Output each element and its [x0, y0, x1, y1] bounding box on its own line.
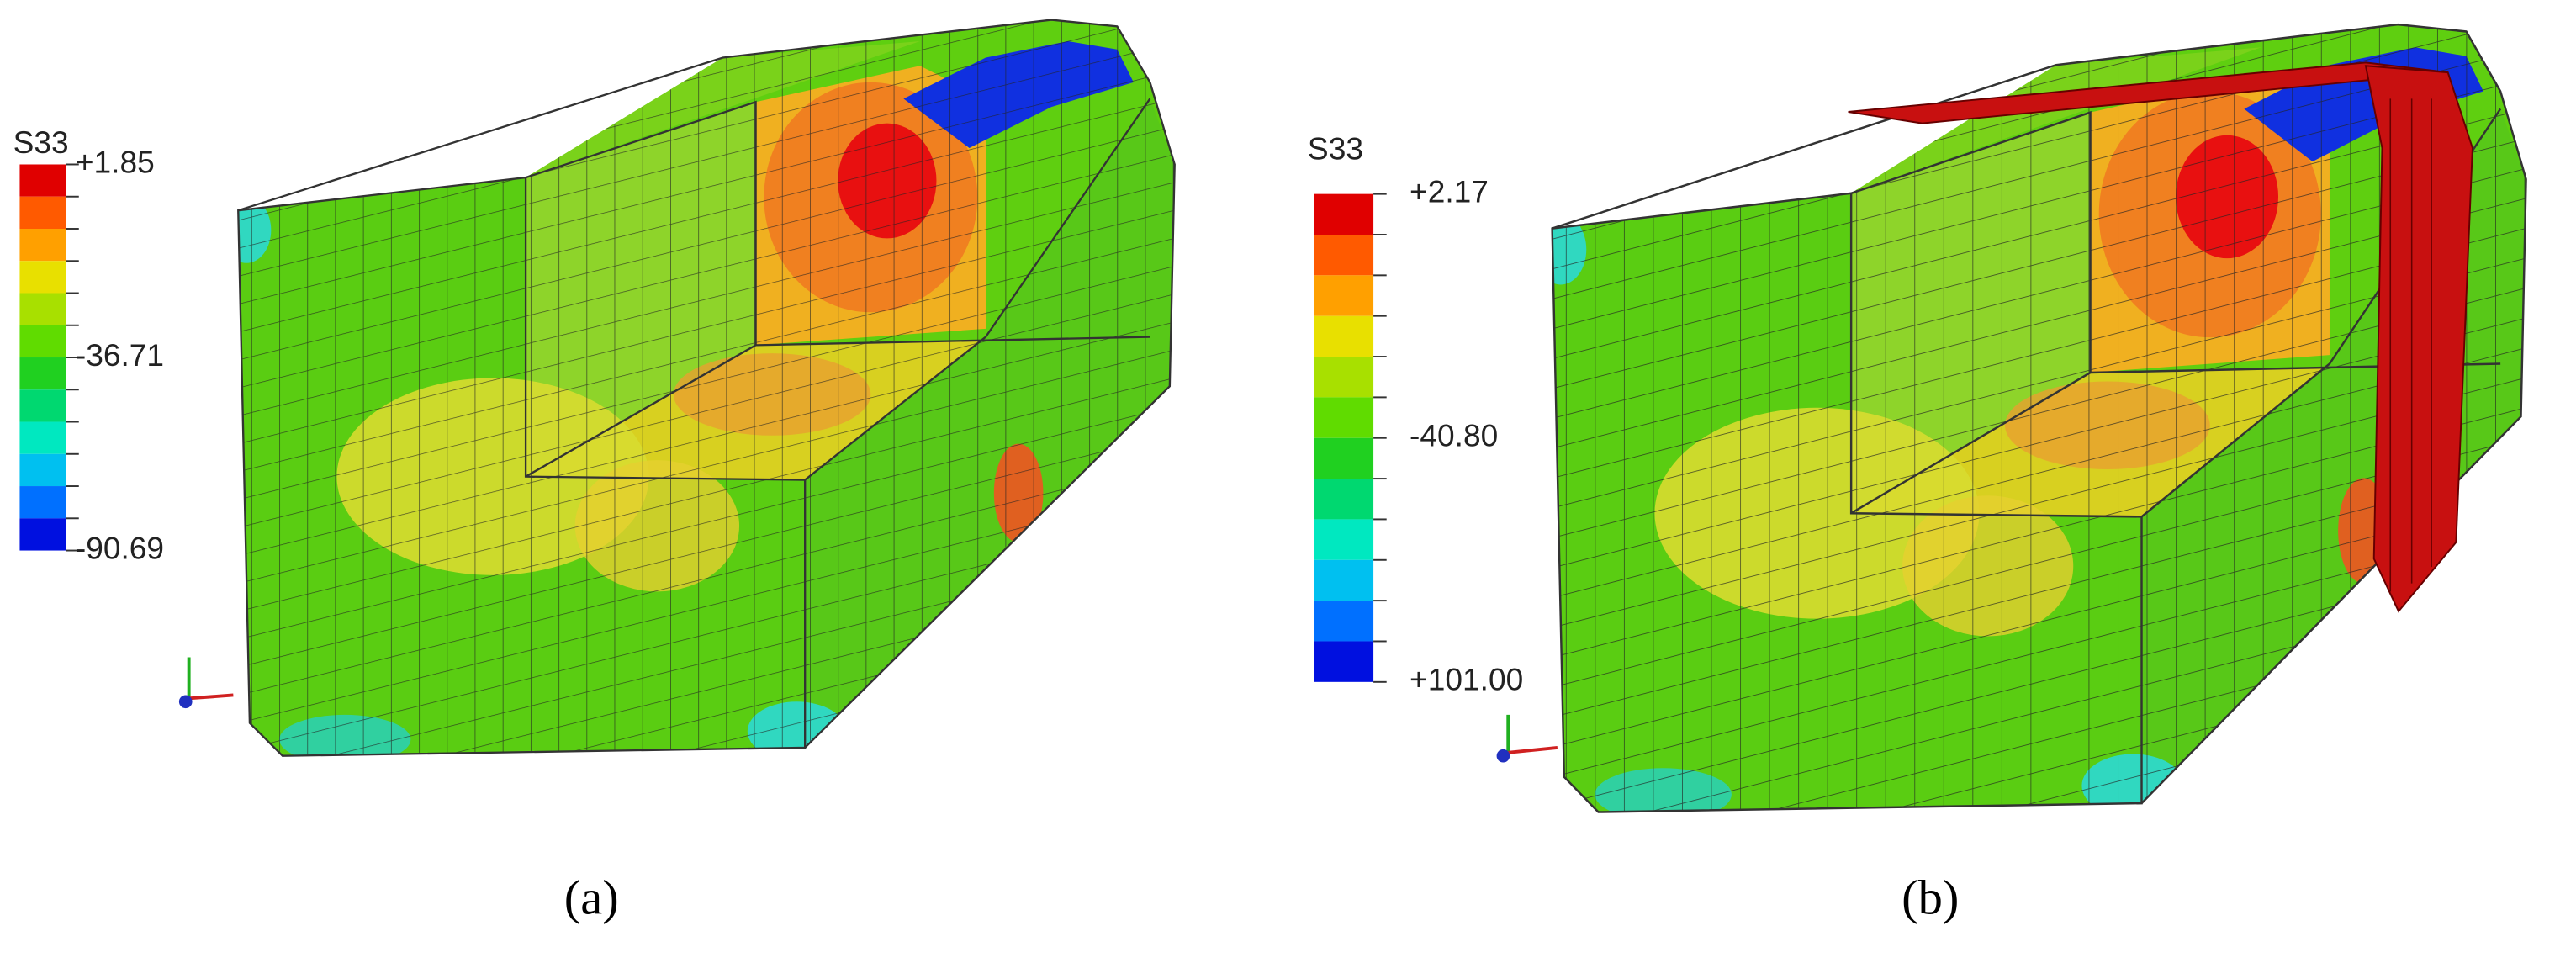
- fe-model: [214, 0, 1199, 772]
- legend-label: -36.71: [76, 337, 164, 373]
- legend-swatch: [1314, 397, 1374, 438]
- legend-swatch: [19, 486, 66, 519]
- reinforcement-band: [1848, 61, 2473, 613]
- legend-swatch: [1314, 234, 1374, 276]
- legend-swatch: [1314, 641, 1374, 682]
- legend-swatch: [1314, 479, 1374, 520]
- legend-swatch: [19, 261, 66, 294]
- legend-title: S33: [13, 124, 69, 160]
- legend-swatch: [19, 325, 66, 358]
- triad: [1496, 714, 1558, 763]
- legend-label: +2.17: [1410, 173, 1489, 209]
- legend-swatch: [19, 518, 66, 551]
- legend-swatch: [1314, 601, 1374, 642]
- legend-label: -90.69: [76, 530, 164, 565]
- legend-swatch: [1314, 357, 1374, 398]
- legend-label: -40.80: [1410, 418, 1498, 453]
- legend-swatch: [19, 421, 66, 454]
- triad: [178, 657, 234, 709]
- legend-swatch: [19, 293, 66, 325]
- legend-swatch: [19, 164, 66, 197]
- legend-swatch: [1314, 437, 1374, 479]
- legend-title: S33: [1308, 131, 1363, 167]
- legend-swatch: [19, 453, 66, 487]
- legend-swatch: [1314, 275, 1374, 316]
- legend-swatch: [19, 228, 66, 262]
- caption: (a): [564, 870, 619, 924]
- caption: (b): [1902, 870, 1959, 924]
- legend-swatch: [1314, 315, 1374, 357]
- legend-swatch: [1314, 193, 1374, 235]
- legend-swatch: [1314, 559, 1374, 601]
- legend-swatch: [19, 357, 66, 390]
- legend-swatch: [19, 389, 66, 422]
- legend-swatch: [1314, 519, 1374, 560]
- legend-label: +1.85: [76, 144, 155, 179]
- legend-label: +101.00: [1410, 662, 1523, 697]
- legend-swatch: [19, 196, 66, 229]
